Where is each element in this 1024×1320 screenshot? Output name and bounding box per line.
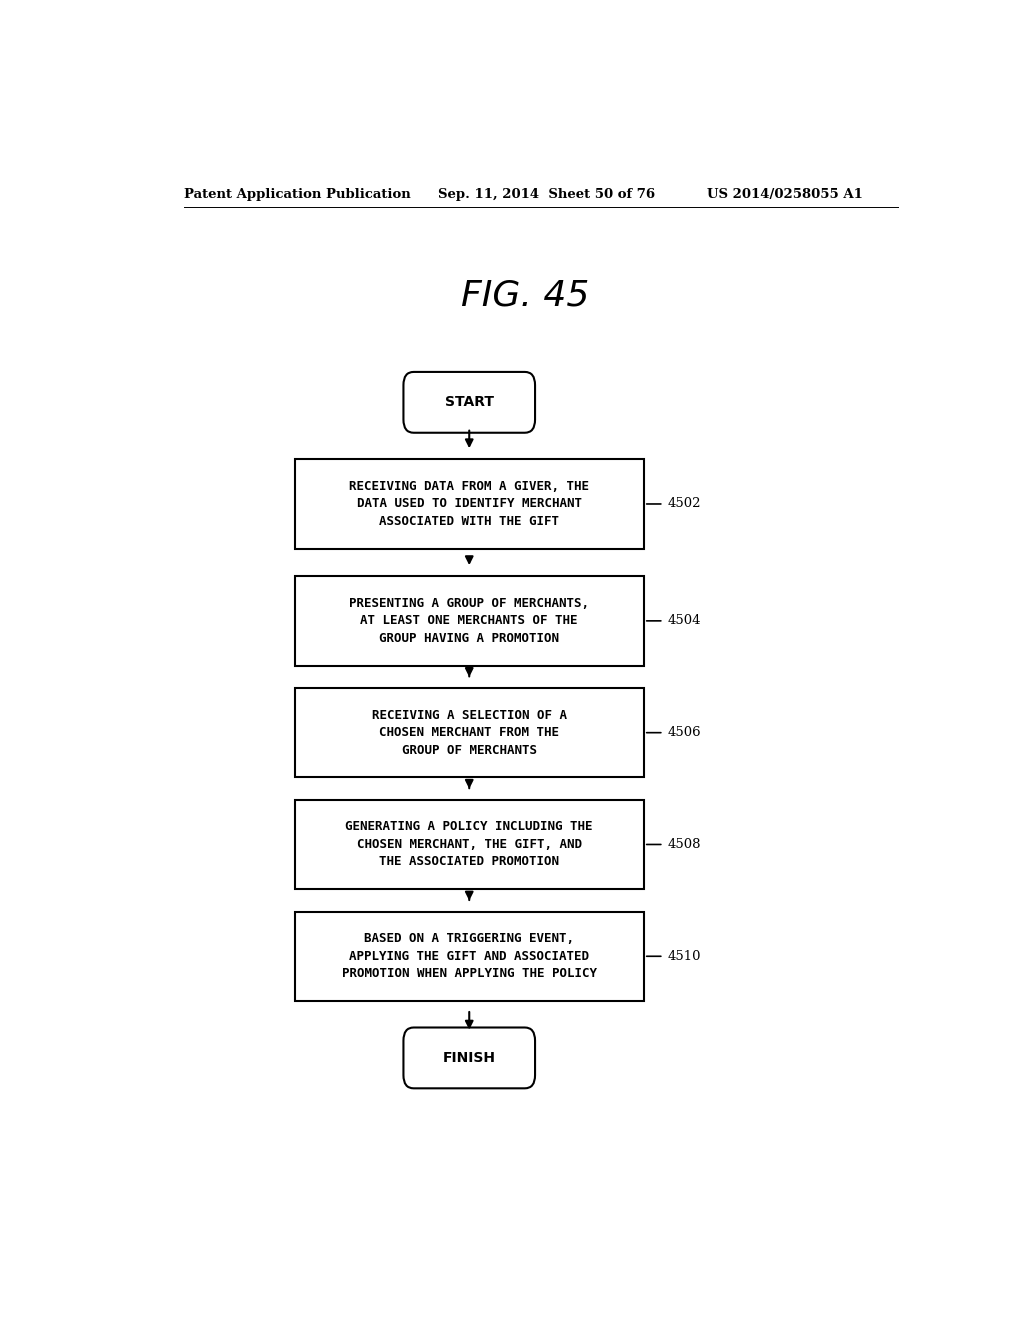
Text: 4510: 4510 bbox=[668, 950, 701, 962]
Text: GENERATING A POLICY INCLUDING THE
CHOSEN MERCHANT, THE GIFT, AND
THE ASSOCIATED : GENERATING A POLICY INCLUDING THE CHOSEN… bbox=[345, 821, 593, 869]
Text: 4506: 4506 bbox=[668, 726, 701, 739]
Bar bbox=[295, 912, 644, 1001]
Bar bbox=[295, 576, 644, 665]
Text: Sep. 11, 2014  Sheet 50 of 76: Sep. 11, 2014 Sheet 50 of 76 bbox=[437, 189, 654, 202]
FancyBboxPatch shape bbox=[403, 372, 536, 433]
Text: 4508: 4508 bbox=[668, 838, 701, 851]
Bar bbox=[295, 459, 644, 549]
FancyBboxPatch shape bbox=[403, 1027, 536, 1088]
Text: 4502: 4502 bbox=[668, 498, 701, 511]
Text: RECEIVING A SELECTION OF A
CHOSEN MERCHANT FROM THE
GROUP OF MERCHANTS: RECEIVING A SELECTION OF A CHOSEN MERCHA… bbox=[372, 709, 566, 756]
Text: PRESENTING A GROUP OF MERCHANTS,
AT LEAST ONE MERCHANTS OF THE
GROUP HAVING A PR: PRESENTING A GROUP OF MERCHANTS, AT LEAS… bbox=[349, 597, 589, 645]
Bar bbox=[295, 800, 644, 890]
Bar bbox=[295, 688, 644, 777]
Text: FIG. 45: FIG. 45 bbox=[461, 279, 589, 313]
Text: RECEIVING DATA FROM A GIVER, THE
DATA USED TO IDENTIFY MERCHANT
ASSOCIATED WITH : RECEIVING DATA FROM A GIVER, THE DATA US… bbox=[349, 480, 589, 528]
Text: FINISH: FINISH bbox=[442, 1051, 496, 1065]
Text: BASED ON A TRIGGERING EVENT,
APPLYING THE GIFT AND ASSOCIATED
PROMOTION WHEN APP: BASED ON A TRIGGERING EVENT, APPLYING TH… bbox=[342, 932, 597, 981]
Text: Patent Application Publication: Patent Application Publication bbox=[183, 189, 411, 202]
Text: 4504: 4504 bbox=[668, 614, 701, 627]
Text: START: START bbox=[444, 395, 494, 409]
Text: US 2014/0258055 A1: US 2014/0258055 A1 bbox=[708, 189, 863, 202]
